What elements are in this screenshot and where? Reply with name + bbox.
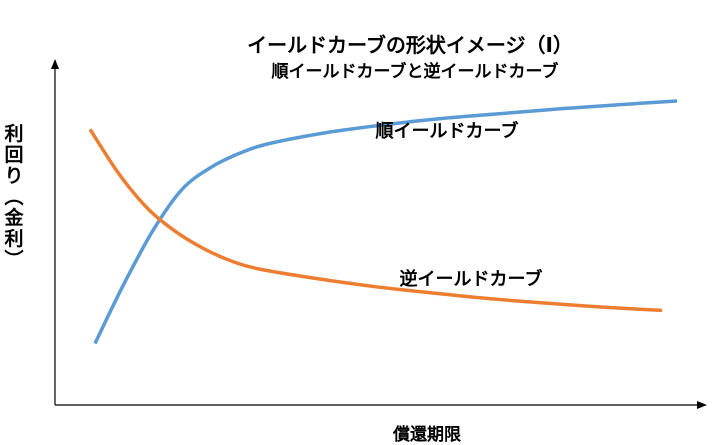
- chart-subtitle: 順イールドカーブと逆イールドカーブ: [272, 61, 559, 82]
- x-axis-label: 償還期限: [392, 424, 461, 445]
- y-axis-label: 利回り︵金利︶: [3, 123, 24, 271]
- y-axis-label-char: ︵: [4, 186, 23, 208]
- y-axis-label-char: 回: [4, 144, 23, 166]
- series-label-2: 逆イールドカーブ: [400, 268, 543, 290]
- y-axis-label-char: 利: [4, 228, 23, 250]
- series-line-1: [93, 99, 678, 345]
- series-label-1: 順イールドカーブ: [376, 120, 519, 142]
- chart-title: イールドカーブの形状イメージ（Ⅰ）: [247, 33, 573, 57]
- y-axis-label-char: ︶: [4, 248, 23, 271]
- series-layer: [88, 99, 678, 345]
- y-axis-label-char: 利: [4, 123, 23, 145]
- y-axis-label-char: り: [4, 165, 23, 187]
- series-line-2: [88, 128, 663, 313]
- y-axis-label-char: 金: [3, 206, 24, 229]
